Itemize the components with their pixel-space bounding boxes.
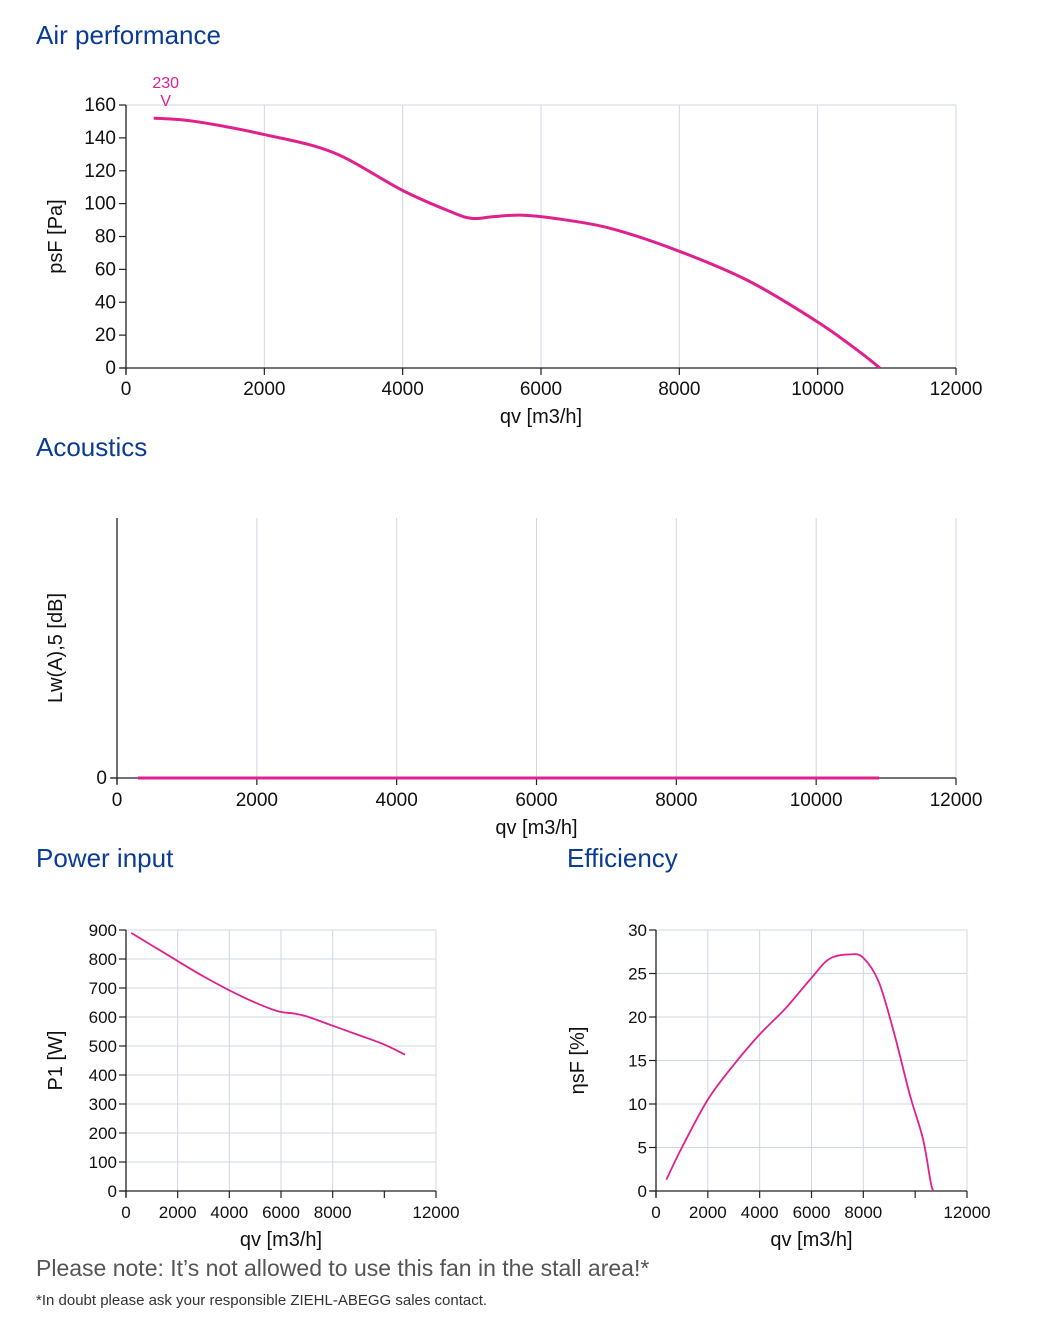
y-tick-label: 80 [95, 227, 116, 248]
x-tick-label: 12000 [943, 1203, 990, 1222]
y-tick-label: 0 [638, 1182, 647, 1201]
y-tick-label: 100 [84, 194, 116, 215]
x-tick-label: 4000 [382, 379, 424, 400]
y-tick-label: 60 [95, 259, 116, 280]
y-tick-label: 300 [89, 1095, 117, 1114]
x-tick-label: 4000 [376, 790, 418, 811]
x-tick-label: 6000 [262, 1203, 300, 1222]
acoustics-title: Acoustics [36, 432, 148, 462]
x-tick-label: 6000 [520, 379, 562, 400]
x-tick-label: 6000 [793, 1203, 831, 1222]
x-tick-label: 0 [121, 379, 132, 400]
y-tick-label: 0 [108, 1182, 117, 1201]
x-tick-label: 2000 [159, 1203, 197, 1222]
efficiency-chart: 0 2000 4000 6000 8000 12000 0 5 10 15 20 25 30 qv [m3… [567, 921, 991, 1251]
y-tick-label: 400 [89, 1066, 117, 1085]
x-tick-label: 10000 [790, 790, 843, 811]
y-tick-label: 140 [84, 128, 116, 149]
y-tick-label: 10 [628, 1095, 647, 1114]
power-input-chart: 0 2000 4000 6000 8000 12000 0 100 200 300 400 500 60… [45, 921, 460, 1251]
y-axis-label: P1 [W] [45, 1030, 67, 1090]
x-tick-label: 6000 [515, 790, 557, 811]
y-tick-label: 25 [628, 965, 647, 984]
y-tick-label: 0 [96, 768, 107, 789]
air-performance-title: Air performance [36, 20, 221, 50]
y-tick-label: 120 [84, 161, 116, 182]
efficiency-title: Efficiency [567, 843, 678, 873]
power-input-title: Power input [36, 843, 174, 873]
y-tick-label: 5 [638, 1139, 647, 1158]
series-line [153, 116, 881, 370]
x-tick-label: 8000 [314, 1203, 352, 1222]
x-axis-label: qv [m3/h] [240, 1229, 322, 1251]
y-axis-label: psF [Pa] [45, 199, 67, 273]
curve-label-230: 230 [152, 75, 179, 92]
x-tick-label: 0 [121, 1203, 130, 1222]
air-performance-chart: 0 2000 4000 6000 8000 10000 12000 0 20 40 60 80 100 1… [45, 75, 983, 428]
x-tick-label: 8000 [844, 1203, 882, 1222]
y-tick-label: 0 [105, 358, 116, 379]
y-axis-label: ηsF [%] [567, 1027, 589, 1095]
curve-label-v: V [160, 93, 171, 110]
x-tick-label: 2000 [236, 790, 278, 811]
y-tick-label: 100 [89, 1153, 117, 1172]
x-axis-label: qv [m3/h] [495, 817, 577, 839]
y-tick-label: 15 [628, 1052, 647, 1071]
y-tick-label: 900 [89, 921, 117, 940]
y-tick-label: 200 [89, 1124, 117, 1143]
series-line [665, 953, 935, 1192]
x-tick-label: 12000 [930, 790, 983, 811]
x-axis-label: qv [m3/h] [770, 1229, 852, 1251]
y-tick-label: 40 [95, 292, 116, 313]
stall-area-note: Please note: It’s not allowed to use thi… [36, 1255, 650, 1281]
x-tick-label: 4000 [741, 1203, 779, 1222]
y-tick-label: 160 [84, 95, 116, 116]
y-tick-label: 700 [89, 979, 117, 998]
x-tick-label: 10000 [791, 379, 844, 400]
y-tick-label: 20 [628, 1008, 647, 1027]
sales-contact-footnote: *In doubt please ask your responsible ZI… [36, 1292, 488, 1309]
x-tick-label: 4000 [210, 1203, 248, 1222]
x-tick-label: 0 [112, 790, 123, 811]
x-tick-label: 2000 [689, 1203, 727, 1222]
x-tick-label: 12000 [412, 1203, 459, 1222]
acoustics-chart: 0 2000 4000 6000 8000 10000 12000 0 qv [m3/h] Lw(… [45, 518, 983, 839]
y-tick-label: 500 [89, 1037, 117, 1056]
x-tick-label: 0 [651, 1203, 660, 1222]
x-tick-label: 2000 [243, 379, 285, 400]
y-tick-label: 30 [628, 921, 647, 940]
y-axis-label: Lw(A),5 [dB] [45, 593, 67, 703]
y-tick-label: 20 [95, 325, 116, 346]
x-tick-label: 12000 [930, 379, 983, 400]
x-axis-label: qv [m3/h] [500, 406, 582, 428]
y-tick-label: 800 [89, 950, 117, 969]
series-line [130, 932, 406, 1056]
x-tick-label: 8000 [658, 379, 700, 400]
x-tick-label: 8000 [655, 790, 697, 811]
y-tick-label: 600 [89, 1008, 117, 1027]
